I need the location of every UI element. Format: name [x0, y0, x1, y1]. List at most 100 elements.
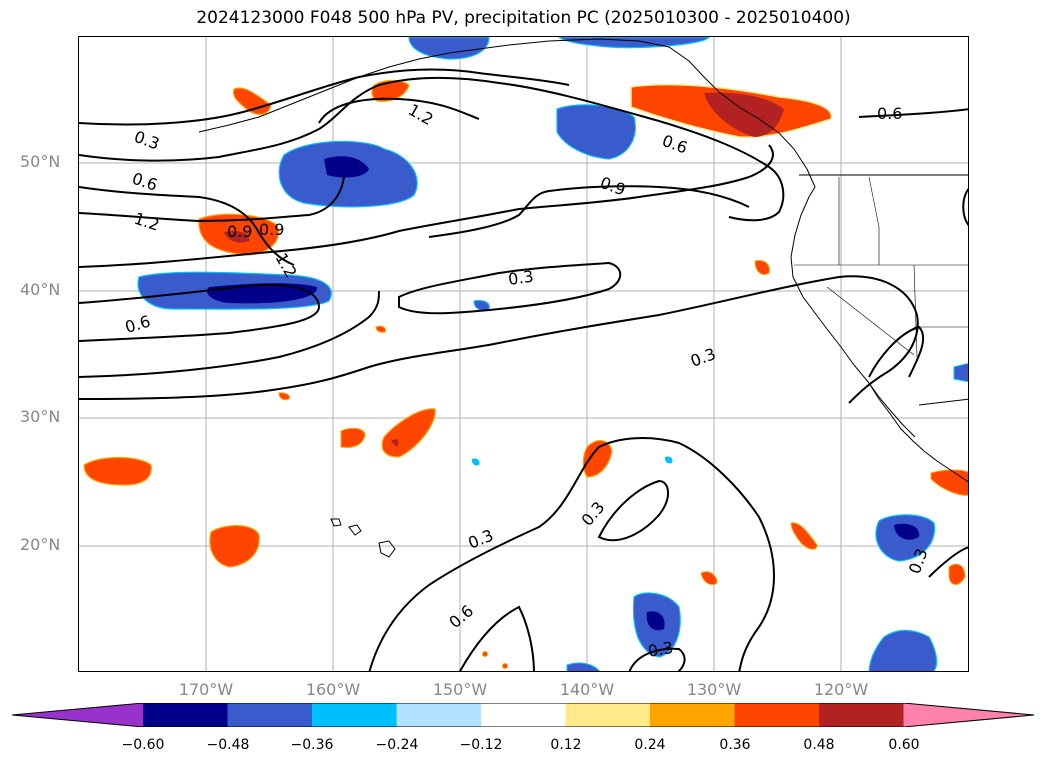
- precip-blob: [381, 408, 436, 458]
- hawaii-island: [330, 518, 342, 527]
- hawaii-island: [348, 524, 362, 536]
- pv-contour: [79, 283, 321, 342]
- baja-coast: [868, 382, 916, 438]
- alaska-coast: [198, 38, 816, 198]
- contour-label: 0.6: [877, 104, 902, 123]
- lat-label-20n: 20°N: [20, 535, 61, 554]
- precip-blob: [953, 362, 968, 383]
- precip-blob: [948, 563, 966, 585]
- contour-label: 0.3: [507, 267, 535, 289]
- precip-blob: [232, 87, 272, 115]
- state-border: [868, 176, 880, 265]
- map-canvas: 0.3 0.6 1.2 0.6 0.9 1.2 0.9 1.2 0.3 0.3 …: [79, 37, 968, 671]
- pv-contour: [459, 605, 535, 671]
- lon-label-140w: 140°W: [559, 680, 615, 699]
- precip-blob: [790, 522, 818, 550]
- pv-contours: [79, 68, 968, 671]
- state-border: [826, 286, 915, 356]
- precip-blob: [408, 37, 490, 60]
- contour-label: 0.9: [259, 220, 284, 239]
- precip-blob: [558, 37, 710, 49]
- pv-contour: [597, 479, 669, 542]
- precip-blob: [700, 571, 718, 586]
- contour-label: 0.3: [578, 498, 609, 530]
- contour-labels: 0.3 0.6 1.2 0.6 0.9 1.2 0.9 1.2 0.3 0.3 …: [123, 100, 932, 661]
- colorbar-extend-min: [12, 703, 143, 727]
- pv-contour: [79, 68, 570, 126]
- precip-core: [646, 611, 665, 631]
- lon-label-160w: 160°W: [305, 680, 361, 699]
- hawaii-island: [378, 540, 396, 558]
- colorbar-segment: [143, 703, 228, 727]
- colorbar-extend-max: [903, 703, 1034, 727]
- map-plot-area[interactable]: 0.3 0.6 1.2 0.6 0.9 1.2 0.9 1.2 0.3 0.3 …: [78, 36, 969, 672]
- graticule: [79, 37, 968, 671]
- pv-contour: [79, 144, 774, 268]
- colorbar-tick-label: −0.60: [121, 737, 165, 753]
- precip-blob: [754, 260, 770, 275]
- colorbar-segments: [12, 703, 1035, 727]
- pv-contour: [79, 275, 919, 404]
- precip-core: [224, 231, 250, 243]
- precip-blob: [83, 456, 152, 486]
- colorbar-tick-label: −0.12: [459, 737, 503, 753]
- precip-core: [324, 156, 369, 178]
- pv-contour: [398, 261, 622, 315]
- precip-dot: [482, 651, 488, 657]
- precip-blob: [471, 458, 480, 466]
- colorbar-segment: [734, 703, 820, 727]
- contour-label: 1.2: [405, 100, 437, 129]
- colorbar-tick-label: 0.12: [550, 737, 582, 753]
- contour-label: 0.6: [123, 312, 153, 337]
- colorbar-segment: [396, 703, 482, 727]
- pv-contour: [79, 290, 380, 378]
- lat-label-40n: 40°N: [20, 280, 61, 299]
- lat-label-50n: 50°N: [20, 152, 61, 171]
- contour-label: 0.6: [130, 169, 160, 195]
- lon-label-130w: 130°W: [686, 680, 742, 699]
- precip-blob: [566, 662, 600, 671]
- lat-label-30n: 30°N: [20, 407, 61, 426]
- pv-contour: [928, 546, 968, 578]
- pv-contour: [368, 437, 775, 671]
- precip-blob: [582, 440, 613, 478]
- pv-contour: [79, 176, 345, 223]
- colorbar-segment: [227, 703, 313, 727]
- precip-negative-areas: [137, 37, 968, 671]
- pv-contour: [628, 647, 686, 671]
- precip-blob: [868, 629, 938, 671]
- pv-contour: [79, 76, 785, 222]
- pv-contour: [962, 188, 968, 226]
- colorbar-segment: [819, 703, 904, 727]
- contour-label: 0.6: [660, 131, 690, 158]
- precip-core: [704, 92, 784, 137]
- contour-label: 0.9: [598, 173, 628, 200]
- coastlines: [198, 38, 968, 558]
- colorbar-tick-label: 0.48: [803, 737, 835, 753]
- contour-label: 0.6: [445, 601, 477, 632]
- contour-label: 1.2: [132, 209, 162, 235]
- pv-contour: [428, 185, 750, 238]
- pv-contour: [868, 325, 925, 378]
- colorbar-tick-label: −0.48: [206, 737, 250, 753]
- pv-contour: [318, 97, 480, 124]
- precip-core: [391, 439, 399, 447]
- precip-dot: [502, 663, 508, 669]
- precip-blob: [664, 456, 673, 464]
- north-america-coast: [790, 196, 968, 483]
- colorbar-tick-label: −0.36: [290, 737, 334, 753]
- pv-contour: [79, 186, 295, 266]
- colorbar-outline: [12, 703, 1035, 727]
- us-mexico-border: [918, 398, 968, 406]
- colorbar-segment: [481, 703, 566, 727]
- lon-label-120w: 120°W: [813, 680, 869, 699]
- precip-blob: [278, 392, 290, 401]
- precip-blob: [930, 469, 968, 496]
- colorbar-tick-label: 0.60: [888, 737, 920, 753]
- map-title: 2024123000 F048 500 hPa PV, precipitatio…: [196, 8, 851, 28]
- colorbar-segment: [312, 703, 397, 727]
- pv-contour: [858, 108, 968, 118]
- lon-label-150w: 150°W: [432, 680, 488, 699]
- colorbar-segment: [565, 703, 651, 727]
- colorbar-segment: [650, 703, 735, 727]
